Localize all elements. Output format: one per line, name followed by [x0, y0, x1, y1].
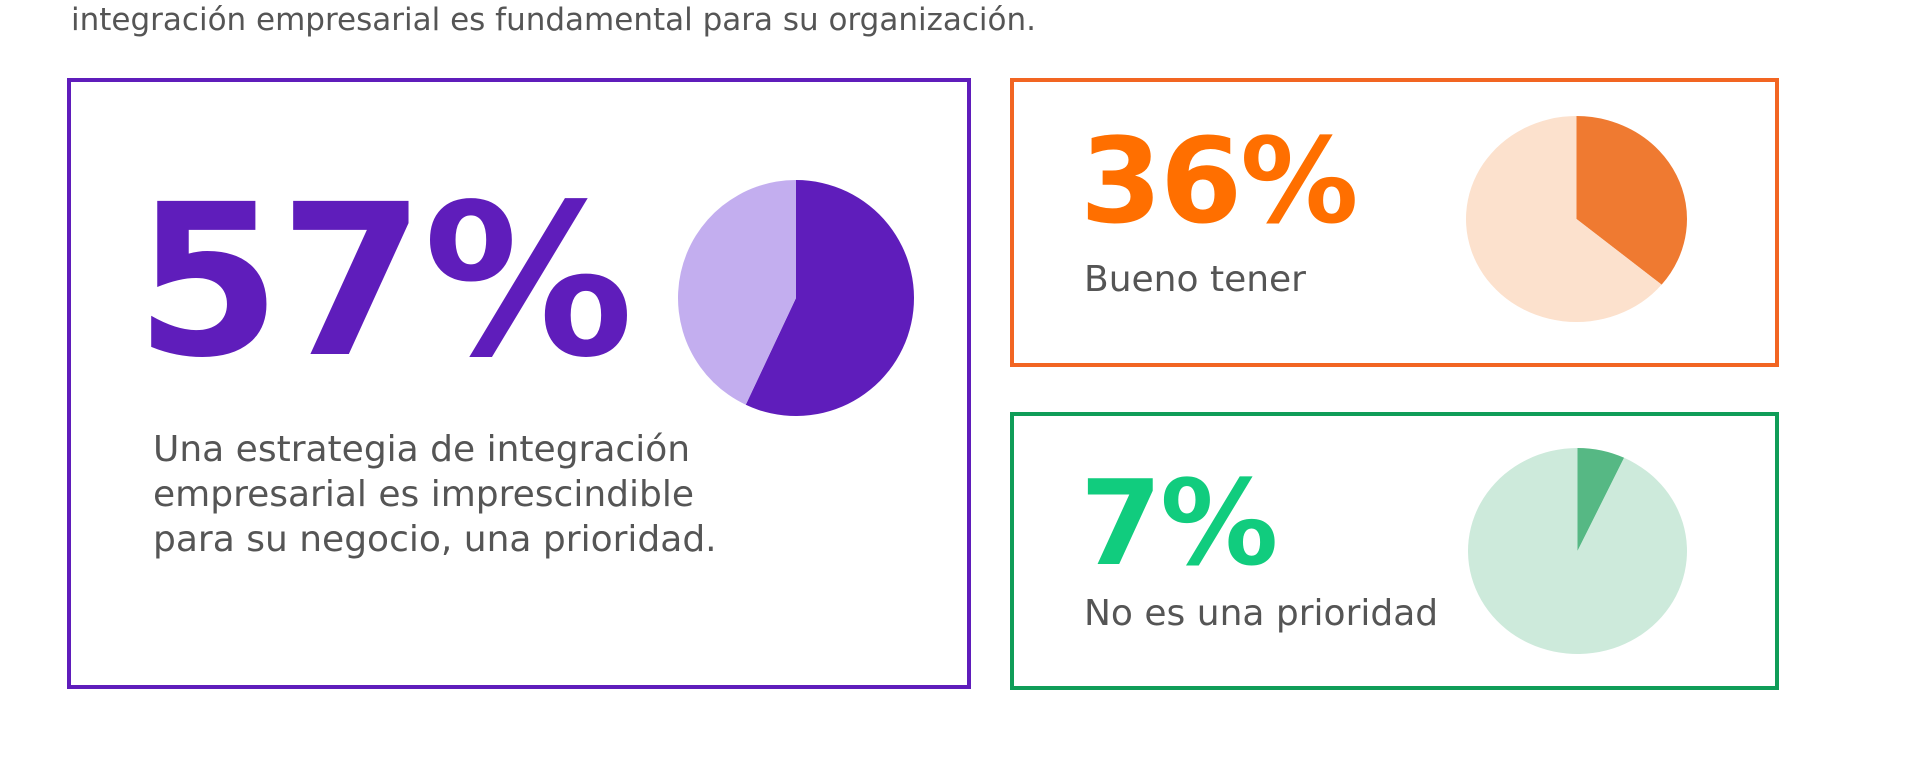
pie-chart	[1468, 448, 1687, 654]
intro-text: integración empresarial es fundamental p…	[71, 2, 1036, 38]
pie-chart	[678, 180, 914, 416]
percentage-value: 7%	[1080, 454, 1278, 592]
pie-slice-highlight	[1577, 448, 1625, 551]
stat-card-essential: 57% Una estrategia de integración empres…	[67, 78, 971, 689]
stat-caption: No es una prioridad	[1084, 593, 1439, 634]
pie-slice-remainder	[1468, 448, 1687, 654]
percentage-value: 36%	[1080, 112, 1358, 250]
stat-card-nice-to-have: 36% Bueno tener	[1010, 78, 1779, 367]
pie-slice-remainder	[1466, 116, 1662, 322]
pie-chart	[1466, 116, 1687, 322]
stat-card-not-priority: 7% No es una prioridad	[1010, 412, 1779, 690]
pie-slice-remainder	[678, 180, 796, 405]
stat-caption: Bueno tener	[1084, 259, 1306, 300]
pie-slice-highlight	[745, 180, 914, 416]
percentage-value: 57%	[135, 159, 634, 404]
stat-caption: Una estrategia de integración empresaria…	[153, 429, 717, 560]
pie-slice-highlight	[1576, 116, 1687, 285]
